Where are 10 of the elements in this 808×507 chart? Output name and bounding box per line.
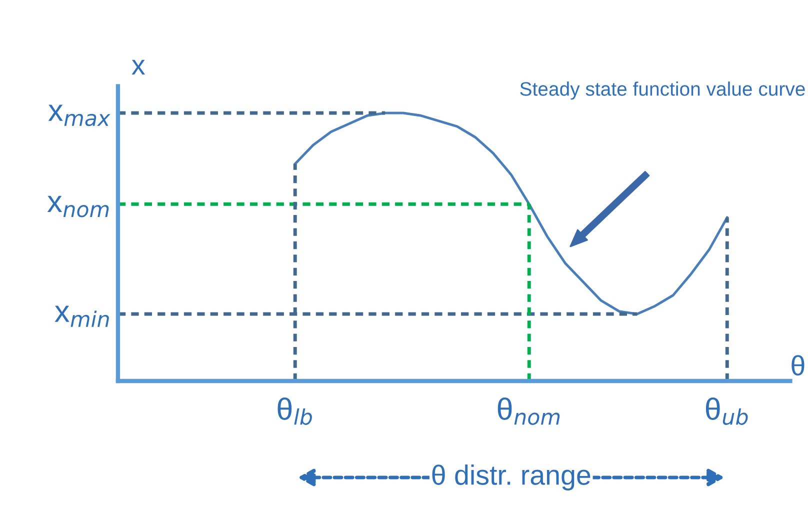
x-tick-label: θ$_{nom}$ (498, 398, 560, 425)
ref-line-label: x$_{nom}$ (47, 196, 109, 218)
text: Steady state function value curve (520, 82, 805, 100)
x-axis-title: θ (792, 355, 804, 376)
x-tick-label: θ$_{lb}$ (278, 398, 312, 425)
y-axis-title: x (132, 60, 146, 75)
ref-line-label: x$_{max}$ (48, 104, 110, 126)
x-tick-label: θ$_{ub}$ (706, 398, 748, 425)
text: θ distr. range (432, 464, 590, 490)
ref-line-label: x$_{min}$ (54, 306, 109, 327)
